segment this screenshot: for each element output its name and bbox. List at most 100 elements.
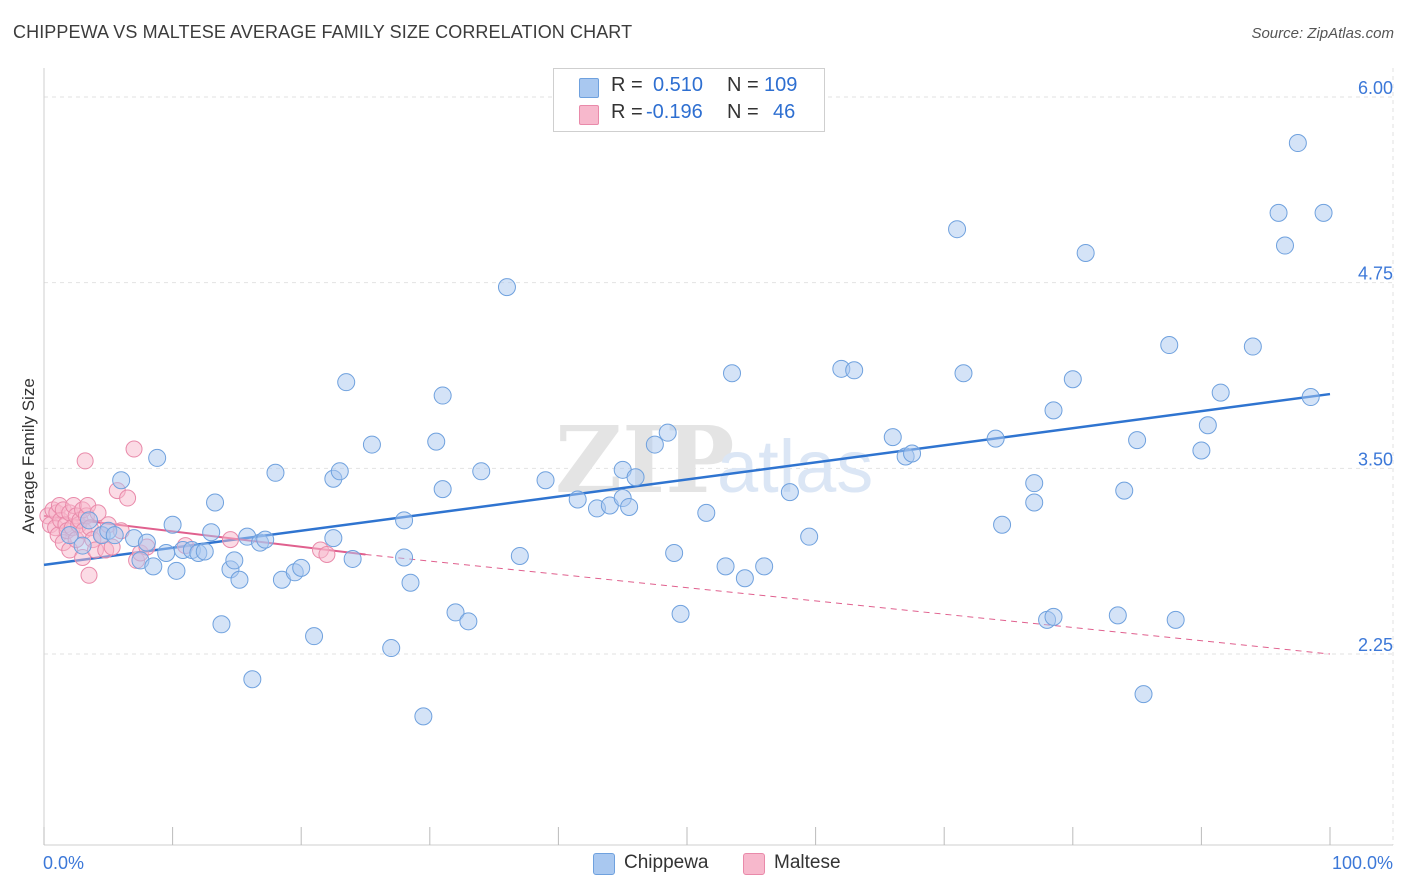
chippewa-point xyxy=(206,493,225,512)
chippewa-point xyxy=(1115,481,1134,500)
chippewa-point xyxy=(697,503,716,522)
chippewa-point xyxy=(1192,441,1211,460)
axes xyxy=(43,68,1393,846)
chippewa-point xyxy=(459,612,478,631)
n-value: 46 xyxy=(773,101,796,123)
chippewa-point xyxy=(472,462,491,481)
chippewa-points xyxy=(60,134,1333,726)
chippewa-point xyxy=(883,428,902,447)
chippewa-point xyxy=(446,603,465,622)
chippewa-point xyxy=(780,483,799,502)
chippewa-point xyxy=(1166,610,1185,629)
chippewa-point xyxy=(1044,401,1063,420)
legend-label: Chippewa xyxy=(624,852,709,873)
chippewa-point xyxy=(427,432,446,451)
chippewa-point xyxy=(986,429,1005,448)
chippewa-point xyxy=(716,557,735,576)
r-value: -0.196 xyxy=(646,101,703,123)
chippewa-point xyxy=(1044,607,1063,626)
chippewa-point xyxy=(292,558,311,577)
chippewa-point xyxy=(144,557,163,576)
chippewa-point xyxy=(954,364,973,383)
maltese-point xyxy=(318,545,336,563)
n-label: N = xyxy=(727,74,759,96)
chippewa-point xyxy=(401,573,420,592)
chippewa-point xyxy=(202,523,221,542)
chippewa-point xyxy=(497,278,516,297)
chippewa-point xyxy=(948,220,967,239)
chippewa-point xyxy=(800,527,819,546)
chippewa-point xyxy=(433,386,452,405)
chippewa-point xyxy=(536,471,555,490)
chippewa-point xyxy=(137,533,156,552)
chippewa-point xyxy=(60,526,79,545)
chippewa-point xyxy=(568,490,587,509)
chippewa-point xyxy=(225,551,244,570)
chippewa-point xyxy=(620,497,639,516)
chippewa-point xyxy=(395,511,414,530)
y-tick-labels: 2.25 3.50 4.75 6.00 xyxy=(1358,78,1393,655)
y-tick-label: 2.25 xyxy=(1358,635,1393,655)
chippewa-point xyxy=(195,542,214,561)
y-axis-label: Average Family Size xyxy=(19,378,38,534)
chippewa-point xyxy=(382,639,401,658)
maltese-trendline-extension xyxy=(365,553,1331,655)
chippewa-point xyxy=(243,670,262,689)
chippewa-point xyxy=(1134,685,1153,704)
maltese-point xyxy=(221,531,239,549)
chippewa-point xyxy=(414,707,433,726)
chippewa-point xyxy=(1275,236,1294,255)
chippewa-point xyxy=(658,423,677,442)
n-value: 109 xyxy=(764,74,798,96)
chippewa-point xyxy=(337,373,356,392)
chippewa-point xyxy=(755,557,774,576)
maltese-point xyxy=(125,440,143,458)
x-tick-label-max: 100.0% xyxy=(1332,853,1393,873)
chippewa-point xyxy=(1243,337,1262,356)
chippewa-point xyxy=(105,526,124,545)
chippewa-point xyxy=(1076,243,1095,262)
chippewa-point xyxy=(343,549,362,568)
chippewa-point xyxy=(1108,606,1127,625)
chippewa-point xyxy=(305,627,324,646)
chippewa-point xyxy=(112,471,131,490)
maltese-swatch xyxy=(579,105,599,125)
legend-label: Maltese xyxy=(774,852,841,873)
chippewa-point xyxy=(1288,134,1307,153)
y-tick-label: 3.50 xyxy=(1358,449,1393,469)
chippewa-swatch xyxy=(579,78,599,98)
chippewa-point xyxy=(626,468,645,487)
chippewa-point xyxy=(1063,370,1082,389)
chippewa-point xyxy=(163,515,182,534)
chippewa-point xyxy=(723,364,742,383)
chippewa-point xyxy=(665,543,684,562)
chippewa-point xyxy=(1025,474,1044,493)
chippewa-point xyxy=(1198,416,1217,435)
chippewa-point xyxy=(845,361,864,380)
chippewa-point xyxy=(433,480,452,499)
chippewa-point xyxy=(510,546,529,565)
chippewa-point xyxy=(993,515,1012,534)
maltese-swatch xyxy=(743,853,765,875)
chippewa-point xyxy=(362,435,381,454)
chippewa-point xyxy=(148,448,167,467)
chippewa-swatch xyxy=(593,853,615,875)
maltese-point xyxy=(80,566,98,584)
chippewa-point xyxy=(1314,203,1333,222)
maltese-point xyxy=(119,489,137,507)
maltese-point xyxy=(76,452,94,470)
n-label: N = xyxy=(727,101,759,123)
chippewa-point xyxy=(230,570,249,589)
chippewa-point xyxy=(167,561,186,580)
r-value: 0.510 xyxy=(653,74,704,96)
stats-legend: R = 0.510 N = 109 R = -0.196 N = 46 xyxy=(553,68,825,132)
chippewa-point xyxy=(80,511,99,530)
chippewa-point xyxy=(1301,388,1320,407)
chippewa-point xyxy=(903,444,922,463)
chippewa-point xyxy=(1160,336,1179,355)
chippewa-point xyxy=(324,529,343,548)
chippewa-point xyxy=(266,463,285,482)
legend-row-chippewa: R = 0.510 N = 109 xyxy=(554,74,824,102)
chippewa-point xyxy=(73,536,92,555)
